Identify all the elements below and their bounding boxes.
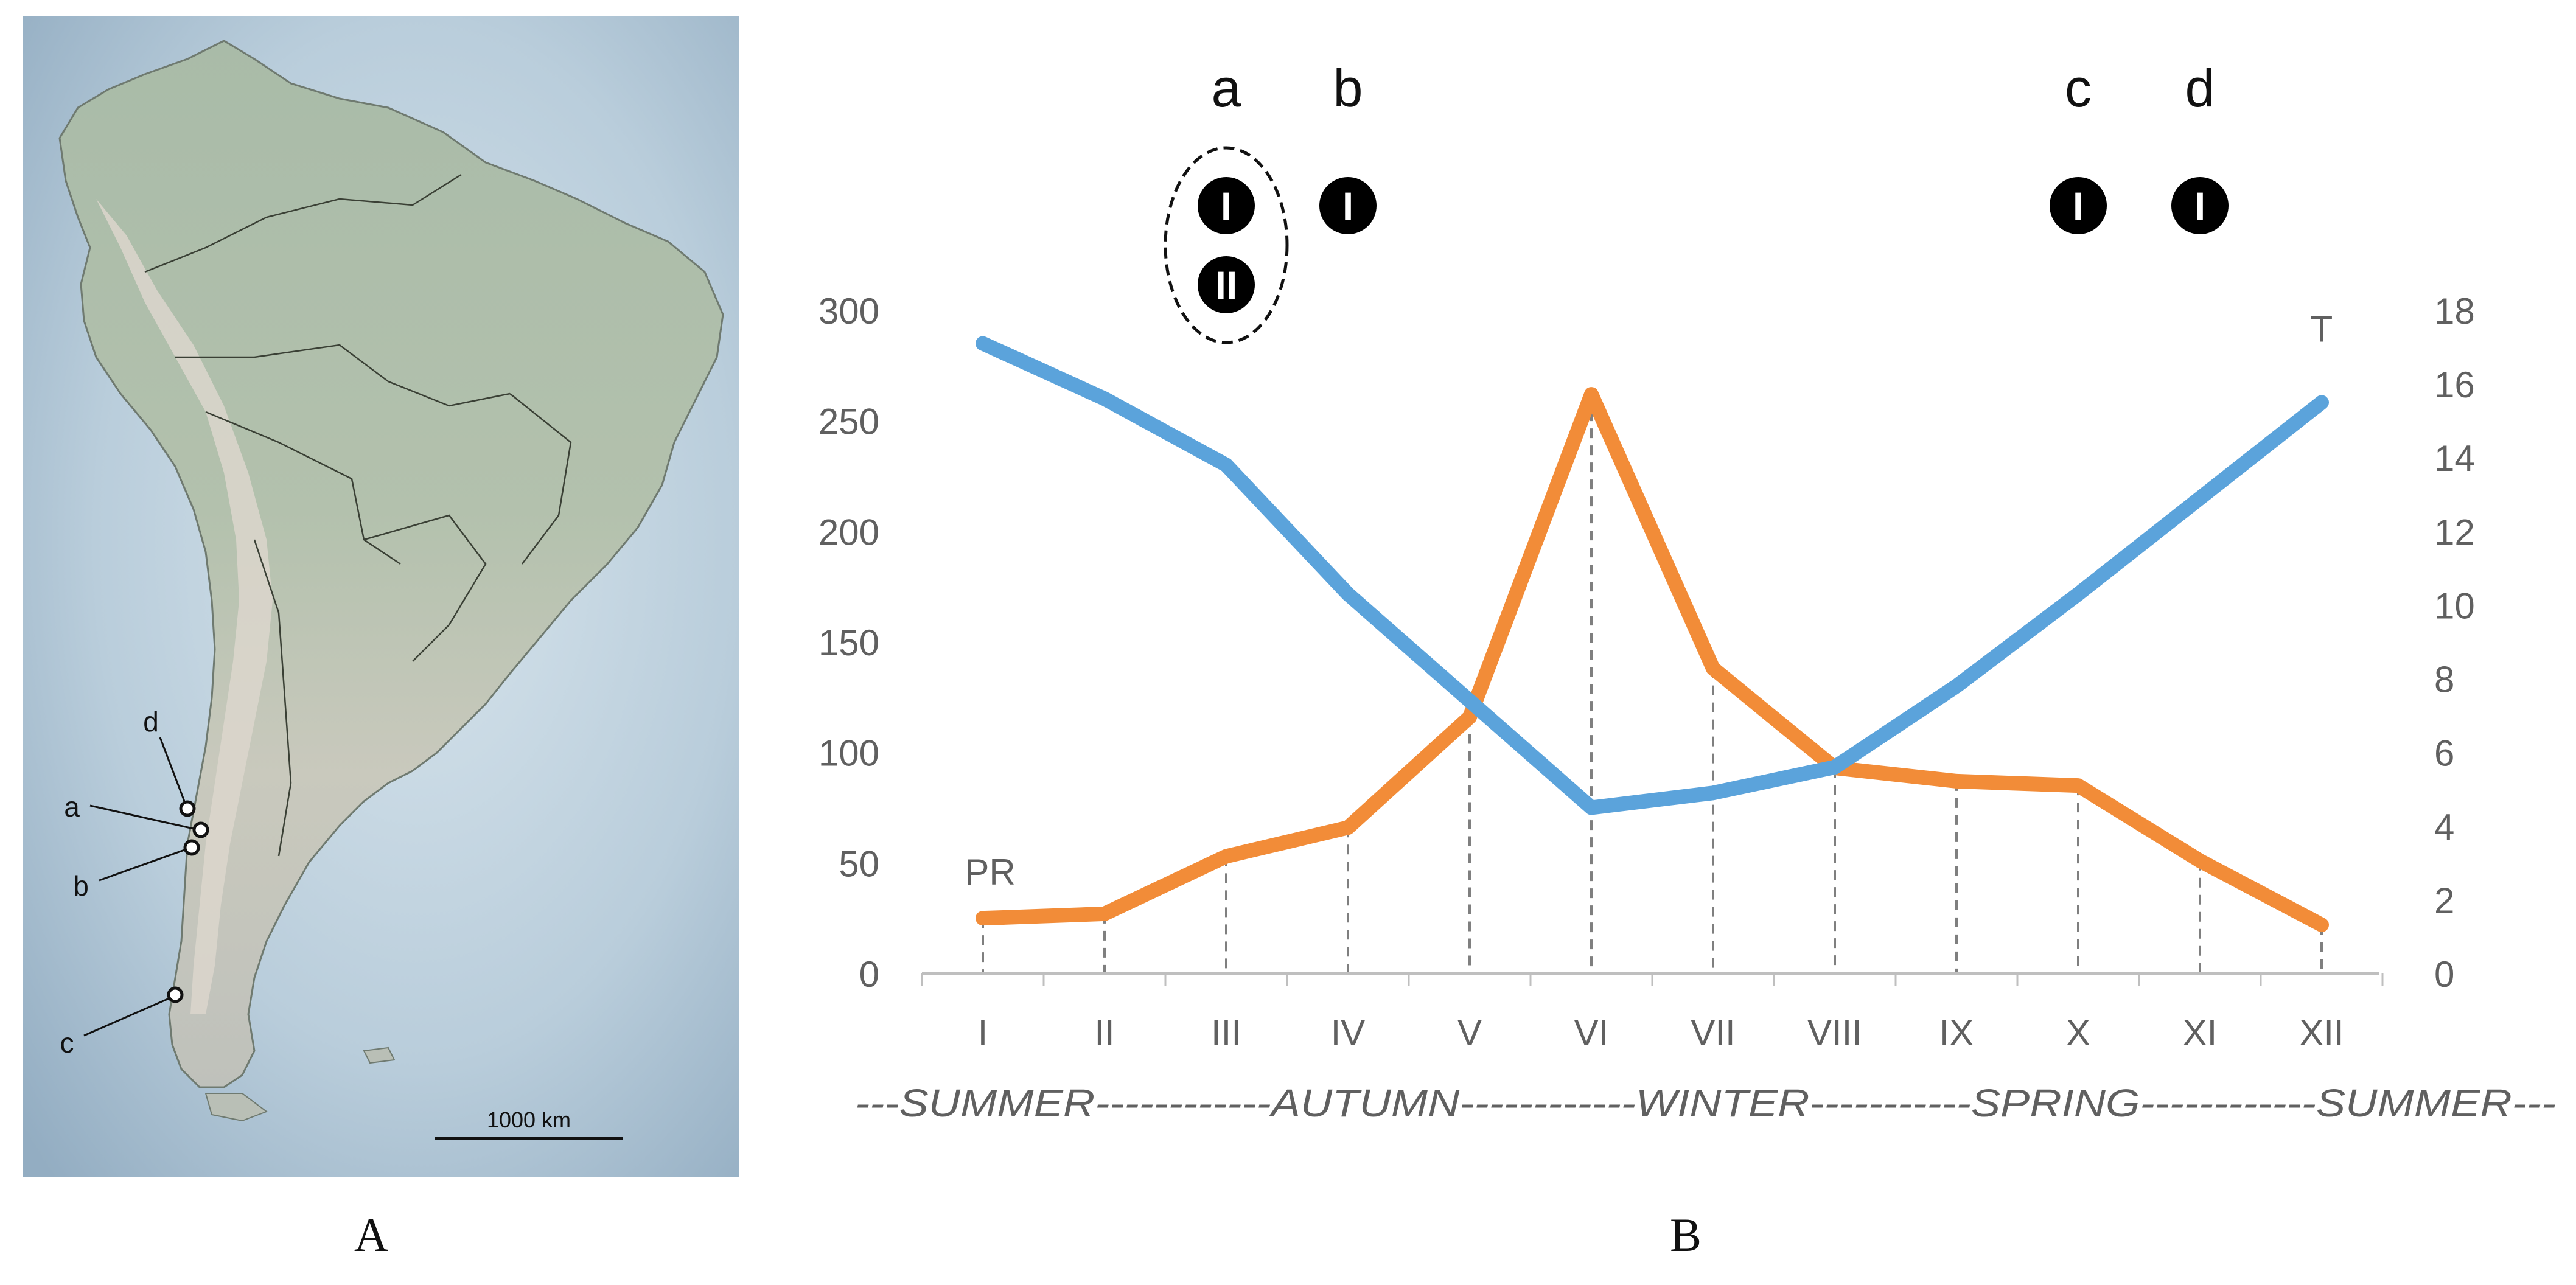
right-tick-label: 10 [2434, 585, 2475, 626]
left-tick-label: 100 [819, 733, 879, 774]
x-tick-label: V [1457, 1012, 1482, 1053]
site-marker-c [2050, 177, 2107, 234]
right-tick-label: 4 [2434, 807, 2454, 848]
x-axis [921, 972, 2384, 986]
left-tick-label: 50 [839, 843, 879, 884]
site-letter-d: d [2185, 58, 2215, 118]
map-site-c: c [60, 986, 184, 1059]
season-row: ---SUMMER------------AUTUMN------------W… [855, 1081, 2556, 1125]
site-marker-a [1198, 256, 1255, 313]
south-america-map: d a b c 1000 km [23, 16, 739, 1177]
x-tick-label: VII [1691, 1012, 1735, 1053]
season-label: ---SUMMER------------AUTUMN------------W… [855, 1081, 2556, 1125]
svg-text:b: b [73, 870, 89, 902]
map-site-a: a [64, 791, 209, 838]
right-axis-ticks: 0 2 4 6 8 10 12 14 16 18 [2434, 291, 2475, 995]
x-tick-label: X [2066, 1012, 2090, 1053]
x-axis-ticks: I II III IV V VI VII VIII IX X XI XII [978, 1012, 2344, 1053]
site-marker-a [1198, 177, 1255, 234]
right-tick-label: 6 [2434, 733, 2454, 774]
series-labels: PR T [965, 308, 2333, 893]
right-tick-label: 16 [2434, 364, 2475, 405]
scale-bar: 1000 km [435, 1107, 623, 1140]
site-marker-label: I [2194, 184, 2205, 229]
x-tick-label: XI [2183, 1012, 2218, 1053]
site-letter-c: c [2065, 58, 2092, 118]
right-tick-label: 0 [2434, 954, 2454, 995]
x-tick-label: IX [1939, 1012, 1974, 1053]
svg-text:a: a [64, 791, 80, 823]
left-tick-label: 300 [819, 291, 879, 332]
x-tick-label: II [1094, 1012, 1114, 1053]
series-label-pr: PR [965, 852, 1015, 893]
left-tick-label: 200 [819, 512, 879, 552]
site-marker-label: II [1215, 263, 1238, 308]
x-tick-label: I [978, 1012, 988, 1053]
site-marker-label: I [2073, 184, 2084, 229]
series-line-t [976, 336, 2329, 815]
right-tick-label: 2 [2434, 880, 2454, 921]
x-tick-label: VIII [1807, 1012, 1862, 1053]
left-tick-label: 150 [819, 622, 879, 663]
site-letter-b: b [1333, 58, 1363, 118]
andes-range [96, 199, 273, 1014]
svg-text:c: c [60, 1027, 74, 1059]
site-marker-b [1319, 177, 1377, 234]
site-marker-d [2171, 177, 2229, 234]
site-marker-label: I [1221, 184, 1232, 229]
series-line-pr [976, 387, 2329, 933]
x-tick-label: IV [1331, 1012, 1366, 1053]
right-tick-label: 18 [2434, 291, 2475, 332]
series-label-t: T [2311, 308, 2333, 349]
left-axis-ticks: 0 50 100 150 200 250 300 [819, 291, 879, 995]
left-tick-label: 250 [819, 402, 879, 442]
svg-text:1000 km: 1000 km [487, 1107, 571, 1132]
right-tick-label: 14 [2434, 438, 2475, 479]
site-letter-a: a [1212, 58, 1241, 118]
svg-text:d: d [143, 706, 159, 737]
series-lines [976, 336, 2329, 933]
right-tick-label: 8 [2434, 660, 2454, 700]
left-tick-label: 0 [859, 954, 879, 995]
country-borders [144, 173, 572, 857]
map-site-b: b [73, 839, 200, 902]
panel-label-a: A [354, 1208, 389, 1261]
panel-label-b: B [1669, 1208, 1702, 1261]
x-tick-label: XII [2299, 1012, 2344, 1053]
fuego-islands [204, 1046, 396, 1122]
map-site-d: d [143, 706, 196, 817]
x-tick-label: III [1211, 1012, 1241, 1053]
site-group-outline [1164, 146, 1289, 344]
x-tick-label: VI [1574, 1012, 1609, 1053]
drop-lines [982, 394, 2323, 973]
right-tick-label: 12 [2434, 512, 2475, 552]
site-marker-label: I [1342, 184, 1353, 229]
